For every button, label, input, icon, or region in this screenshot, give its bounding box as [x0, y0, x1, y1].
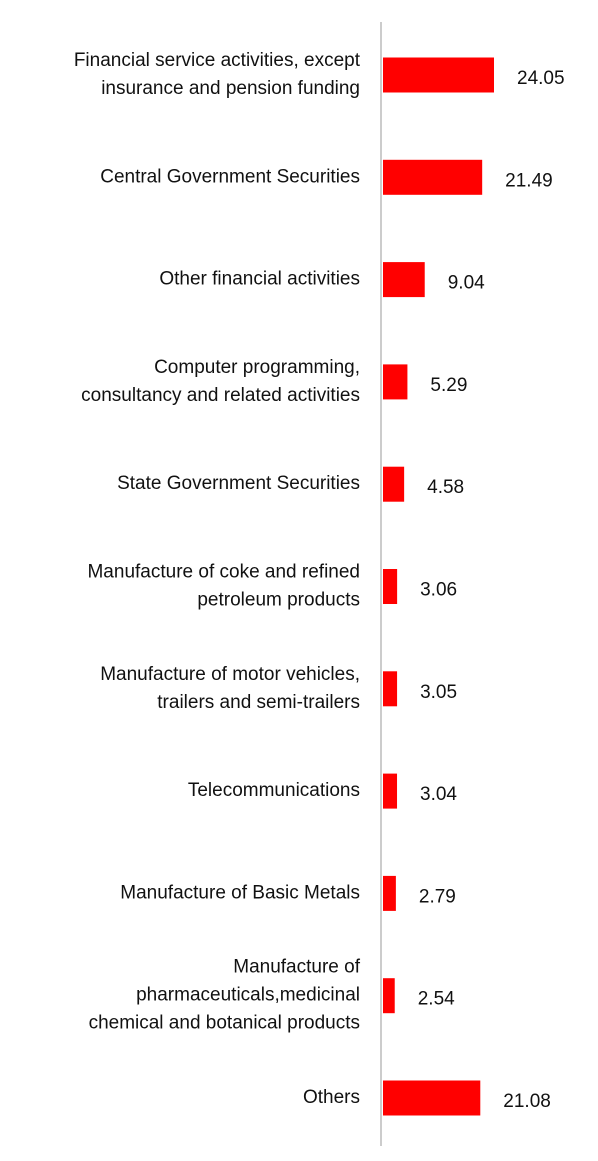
category-label: Manufacture of Basic Metals: [120, 882, 360, 903]
data-label: 21.08: [503, 1091, 551, 1112]
data-label: 5.29: [430, 375, 467, 396]
data-label: 24.05: [517, 68, 565, 89]
category-label-line: consultancy and related activities: [81, 385, 360, 406]
category-label-line: petroleum products: [197, 590, 360, 611]
data-label: 3.06: [420, 580, 457, 601]
bar: [383, 773, 398, 809]
data-label: 21.49: [505, 170, 553, 191]
category-label-line: Financial service activities, except: [74, 50, 361, 71]
category-label-line: Other financial activities: [159, 269, 360, 290]
bar: [383, 57, 494, 93]
bar: [383, 364, 408, 400]
category-label-line: Central Government Securities: [100, 166, 360, 187]
data-label: 3.04: [420, 784, 457, 805]
category-label-line: insurance and pension funding: [101, 78, 360, 99]
category-label: Central Government Securities: [100, 166, 360, 187]
bar: [383, 671, 398, 707]
category-label-line: Others: [303, 1087, 360, 1108]
category-label-line: State Government Securities: [117, 473, 360, 494]
category-label: Other financial activities: [159, 269, 360, 290]
category-label-line: trailers and semi-trailers: [157, 692, 360, 713]
category-labels-group: Financial service activities, except insu…: [74, 50, 361, 1108]
bar: [383, 262, 425, 298]
category-label: Manufacture of pharmaceuticals,medicinal c…: [89, 957, 361, 1034]
category-label-line: Computer programming,: [154, 357, 360, 378]
category-label-line: pharmaceuticals,medicinal: [136, 985, 360, 1006]
data-label: 4.58: [427, 477, 464, 498]
bar: [383, 569, 398, 604]
category-label: Financial service activities, except insu…: [74, 50, 361, 99]
bar: [383, 1080, 481, 1116]
category-label-line: Manufacture of coke and refined: [87, 562, 360, 583]
bars-group: [383, 57, 494, 1116]
category-label: Manufacture of motor vehicles, trailers a…: [100, 664, 360, 713]
category-label: Others: [303, 1087, 360, 1108]
category-label: Manufacture of coke and refined petroleum…: [87, 562, 360, 611]
data-label: 2.54: [418, 989, 455, 1010]
category-label-line: Manufacture of: [233, 957, 360, 978]
category-label-line: Manufacture of Basic Metals: [120, 882, 360, 903]
bar: [383, 875, 396, 911]
bar: [383, 978, 395, 1014]
value-labels-group: 24.05 21.49 9.04 5.29 4.58 3.06 3.05 3.04 2.79 2.…: [418, 68, 565, 1112]
category-label-line: Telecommunications: [188, 780, 360, 801]
data-label: 2.79: [419, 886, 456, 907]
category-label: State Government Securities: [117, 473, 360, 494]
category-label: Computer programming, consultancy and rel…: [81, 357, 360, 406]
bar: [383, 159, 483, 195]
data-label: 3.05: [420, 682, 457, 703]
category-label: Telecommunications: [188, 780, 360, 801]
bar: [383, 466, 405, 502]
category-label-line: Manufacture of motor vehicles,: [100, 664, 360, 685]
category-label-line: chemical and botanical products: [89, 1013, 360, 1034]
data-label: 9.04: [448, 273, 485, 294]
